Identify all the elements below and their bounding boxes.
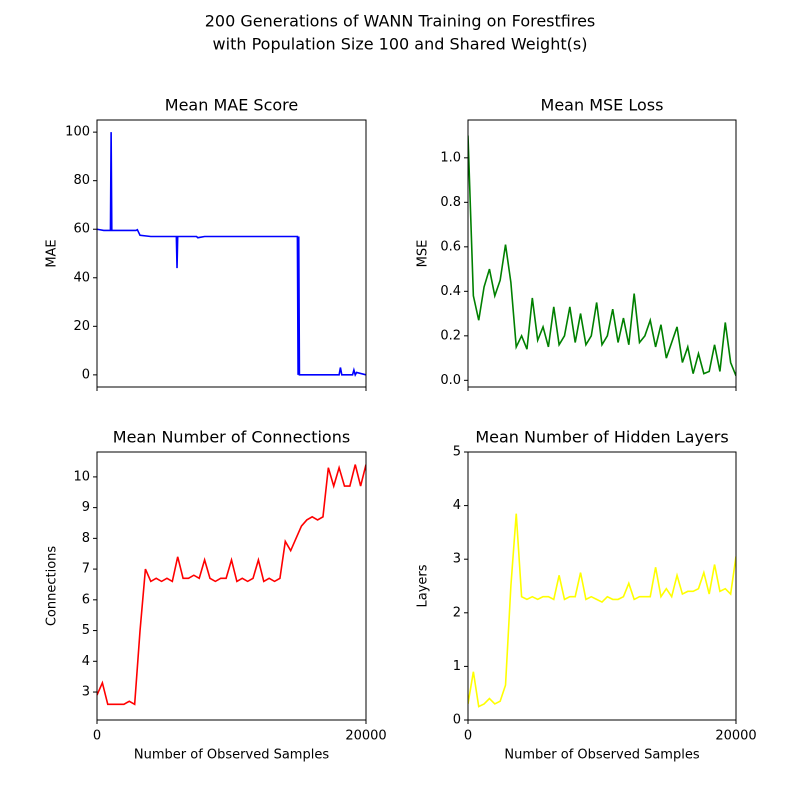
chart-title: Mean Number of Hidden Layers [475,428,728,447]
y-tick-label: 40 [73,270,90,285]
x-tick-label: 0 [93,729,101,744]
y-tick-label: 6 [82,592,90,607]
axes-frame [467,451,737,721]
figure-subtitle: with Population Size 100 and Shared Weig… [213,35,588,54]
axes-frame [467,119,737,388]
x-tick-label: 20000 [715,729,756,744]
x-axis-label: Number of Observed Samples [504,748,699,763]
y-axis-label: MSE [416,240,431,268]
y-axis-label: Connections [45,546,60,627]
chart-title: Mean Number of Connections [113,428,350,447]
y-tick-label: 80 [73,173,90,188]
y-tick-label: 0.4 [440,284,461,299]
y-tick-label: 5 [82,623,90,638]
y-tick-label: 5 [453,445,461,460]
chart-title: Mean MSE Loss [541,96,664,115]
x-axis-label: Number of Observed Samples [134,748,329,763]
x-tick-label: 20000 [345,729,386,744]
y-tick-label: 0 [453,713,461,728]
data-line [97,464,366,706]
data-line [468,135,736,377]
y-tick-label: 20 [73,319,90,334]
y-tick-label: 0.2 [440,328,461,343]
y-tick-label: 1.0 [440,150,461,165]
y-tick-label: 1 [453,659,461,674]
y-tick-label: 7 [82,562,90,577]
y-tick-label: 0.0 [440,373,461,388]
y-axis-label: Layers [416,564,431,607]
y-tick-label: 2 [453,605,461,620]
data-line [468,513,736,708]
y-axis-label: MAE [45,239,60,267]
x-tick-label: 0 [464,729,472,744]
figure-title: 200 Generations of WANN Training on Fore… [205,12,596,31]
chart-title: Mean MAE Score [165,96,298,115]
axes-frame [96,451,367,721]
y-tick-label: 100 [65,125,90,140]
y-tick-label: 4 [82,654,90,669]
data-line [97,132,366,377]
y-tick-label: 3 [82,685,90,700]
y-tick-label: 9 [82,500,90,515]
y-tick-label: 0 [82,367,90,382]
y-tick-label: 0.8 [440,195,461,210]
y-tick-label: 3 [453,552,461,567]
y-tick-label: 10 [73,469,90,484]
y-tick-label: 0.6 [440,239,461,254]
axes-frame [96,119,367,388]
y-tick-label: 4 [453,498,461,513]
y-tick-label: 8 [82,531,90,546]
y-tick-label: 60 [73,222,90,237]
